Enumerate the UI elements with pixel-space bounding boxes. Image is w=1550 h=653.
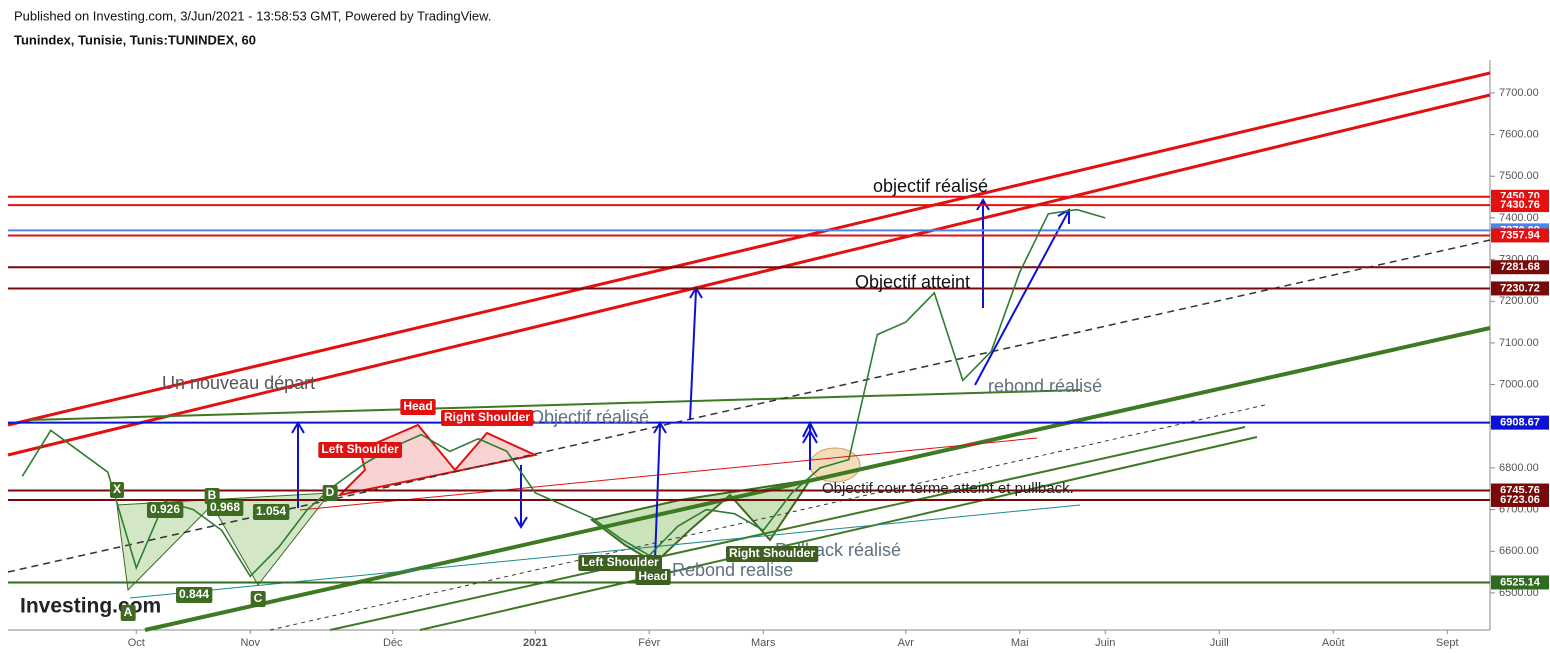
x-tick-label: Mai: [1011, 637, 1029, 649]
pattern-label: Left Shoulder: [581, 555, 659, 569]
pattern-tag: [120, 605, 136, 621]
pattern-label: D: [326, 485, 335, 499]
level-tag: [1491, 228, 1549, 243]
pattern-tag: [441, 410, 534, 426]
y-tick-label: 6600.00: [1499, 545, 1539, 557]
symbol-title: Tunindex, Tunisie, Tunis:TUNINDEX, 60: [14, 32, 256, 47]
y-tick-label: 7200.00: [1499, 295, 1539, 307]
level-tag: [1491, 492, 1549, 507]
level-tag: [1491, 281, 1549, 296]
level-tag: [1491, 575, 1549, 590]
y-tick-label: 7100.00: [1499, 337, 1539, 349]
level-label: 6723.06: [1500, 494, 1540, 506]
level-tag: [1491, 260, 1549, 275]
x-tick-label: Nov: [240, 637, 260, 649]
pattern-label: Head: [638, 569, 667, 583]
channel-line: [7, 71, 1491, 427]
y-tick-label: 7400.00: [1499, 212, 1539, 224]
x-tick-label: Oct: [128, 637, 145, 649]
level-label: 7357.94: [1500, 229, 1541, 241]
level-label: 7230.72: [1500, 282, 1540, 294]
level-tag: [1491, 415, 1549, 430]
trend-line: [29, 389, 1081, 421]
pattern-label: 0.844: [179, 587, 209, 601]
pattern-label: 0.926: [150, 502, 180, 516]
x-tick-label: Avr: [898, 637, 915, 649]
level-label: 7281.68: [1500, 261, 1540, 273]
pattern-tag: [252, 504, 290, 520]
pattern-label: Right Shoulder: [444, 410, 530, 424]
arrow: [514, 465, 528, 529]
annotation: Un nouveau départ: [162, 373, 315, 393]
trend-line: [144, 326, 1491, 632]
pattern-label: 0.968: [210, 500, 240, 514]
annotation: Objectif cour terme atteint et pullback.: [822, 480, 1074, 497]
pattern-tag: [109, 482, 125, 498]
pattern-label: A: [124, 605, 133, 619]
pattern-label: 1.054: [256, 504, 286, 518]
annotation: Objectif réalisé: [530, 407, 649, 427]
logo: Investing.com: [20, 595, 161, 618]
annotation: objectif réalisé: [873, 176, 988, 196]
x-tick-label: Sept: [1436, 637, 1459, 649]
pattern-label: Right Shoulder: [729, 546, 815, 560]
trend-line: [419, 436, 1258, 631]
pattern-label: B: [208, 488, 217, 502]
pattern-label: Head: [403, 399, 432, 413]
x-tick-label: Juin: [1095, 637, 1115, 649]
pattern-tag: [175, 587, 213, 603]
level-label: 7430.76: [1500, 199, 1540, 211]
trend-line: [329, 426, 1246, 631]
x-tick-label: Mars: [751, 637, 776, 649]
y-tick-label: 7500.00: [1499, 170, 1539, 182]
pattern-label: X: [113, 482, 121, 496]
pattern-tag: [318, 442, 402, 458]
pattern-tag: [400, 399, 436, 415]
pattern-tag: [726, 546, 819, 562]
pattern-tag: [146, 502, 184, 518]
published-note: Published on Investing.com, 3/Jun/2021 -…: [14, 8, 491, 23]
annotation: Rebond realise: [672, 560, 793, 580]
pattern-label: Left Shoulder: [321, 442, 399, 456]
pattern-label: C: [254, 591, 263, 605]
pattern-tag: [635, 569, 671, 585]
level-label: 6525.14: [1500, 576, 1541, 588]
level-label: 6908.67: [1500, 417, 1540, 429]
y-tick-label: 7700.00: [1499, 87, 1539, 99]
annotation: Objectif atteint: [855, 272, 970, 292]
x-tick-label: Août: [1322, 637, 1345, 649]
y-tick-label: 6800.00: [1499, 462, 1539, 474]
annotation: rebond réalisé: [988, 376, 1102, 396]
pattern-tag: [250, 591, 266, 607]
x-tick-label: Déc: [383, 637, 403, 649]
pattern-tag: [322, 485, 338, 501]
y-tick-label: 7000.00: [1499, 378, 1539, 390]
dashed-line: [269, 404, 1266, 631]
x-tick-label: 2021: [523, 637, 547, 649]
y-tick-label: 6500.00: [1499, 587, 1539, 599]
channel-line: [7, 93, 1491, 457]
pattern-tag: [206, 500, 244, 516]
pattern-tag: [578, 555, 662, 571]
arrow: [976, 198, 990, 308]
x-tick-label: Févr: [638, 637, 660, 649]
price-line: [21, 208, 1106, 578]
y-tick-label: 7600.00: [1499, 128, 1539, 140]
trend-line: [299, 437, 1038, 511]
x-tick-label: Juill: [1210, 637, 1229, 649]
level-tag: [1491, 198, 1549, 213]
